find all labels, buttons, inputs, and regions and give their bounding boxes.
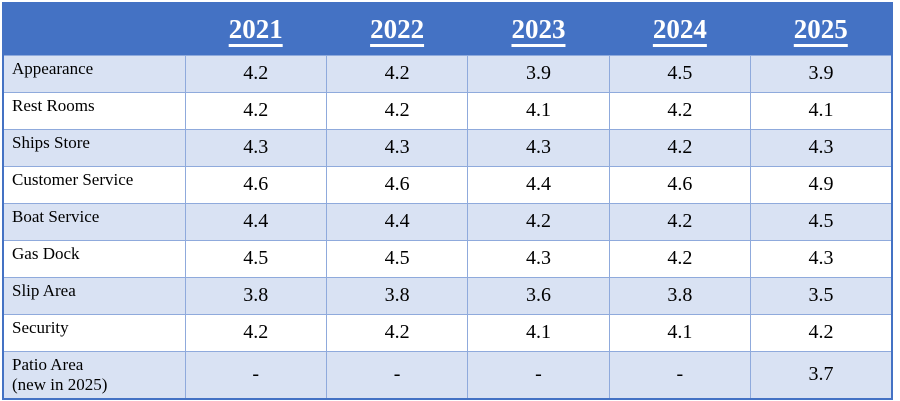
value-cell: 3.8 <box>184 276 327 315</box>
value-cell: 4.2 <box>750 313 893 352</box>
value-cell: 4.2 <box>608 128 752 167</box>
table-row-ships-store: Ships Store 4.3 4.3 4.3 4.2 4.3 <box>2 128 893 167</box>
header-year-2022: 2022 <box>326 3 468 56</box>
value-cell: 3.9 <box>750 54 893 93</box>
year-label: 2022 <box>370 13 425 44</box>
value-cell: 4.4 <box>325 202 469 241</box>
year-label: 2024 <box>652 13 707 44</box>
value-cell: 4.1 <box>467 91 610 130</box>
value-cell: - <box>467 350 610 400</box>
value-cell: 3.6 <box>467 276 610 315</box>
value-cell: 4.3 <box>750 128 893 167</box>
table-row-gas-dock: Gas Dock 4.5 4.5 4.3 4.2 4.3 <box>2 239 893 278</box>
value-cell: 4.2 <box>184 54 327 93</box>
year-label: 2021 <box>228 13 283 44</box>
table-row-rest-rooms: Rest Rooms 4.2 4.2 4.1 4.2 4.1 <box>2 91 893 130</box>
row-label: Rest Rooms <box>12 95 95 115</box>
row-label-note: (new in 2025) <box>12 375 108 395</box>
header-year-2025: 2025 <box>750 3 892 56</box>
value-cell: 4.2 <box>184 91 327 130</box>
value-cell: 4.5 <box>750 202 893 241</box>
value-cell: 4.2 <box>608 91 752 130</box>
row-label-cell: Security <box>2 313 186 352</box>
value-cell: 4.6 <box>325 165 469 204</box>
row-label: Ships Store <box>12 132 90 152</box>
value-cell: 3.5 <box>750 276 893 315</box>
row-label: Patio Area <box>12 354 84 374</box>
year-label: 2023 <box>511 13 566 44</box>
value-cell: 4.3 <box>467 239 610 278</box>
table-row-security: Security 4.2 4.2 4.1 4.1 4.2 <box>2 313 893 352</box>
row-label-cell: Boat Service <box>2 202 186 241</box>
value-cell: - <box>184 350 327 400</box>
value-cell: 3.8 <box>325 276 469 315</box>
value-cell: 3.8 <box>608 276 752 315</box>
value-cell: 4.2 <box>608 239 752 278</box>
header-year-2024: 2024 <box>609 3 751 56</box>
value-cell: 4.4 <box>467 165 610 204</box>
value-cell: 4.3 <box>750 239 893 278</box>
row-label-cell: Appearance <box>2 54 186 93</box>
value-cell: 4.1 <box>467 313 610 352</box>
value-cell: 4.1 <box>750 91 893 130</box>
table-row-boat-service: Boat Service 4.4 4.4 4.2 4.2 4.5 <box>2 202 893 241</box>
year-label: 2025 <box>793 13 848 44</box>
value-cell: 4.3 <box>184 128 327 167</box>
value-cell: 4.5 <box>608 54 752 93</box>
row-label-cell: Slip Area <box>2 276 186 315</box>
value-cell: 4.6 <box>184 165 327 204</box>
value-cell: 3.7 <box>750 350 893 400</box>
value-cell: 4.2 <box>608 202 752 241</box>
value-cell: 4.2 <box>184 313 327 352</box>
value-cell: 4.6 <box>608 165 752 204</box>
table-row-appearance: Appearance 4.2 4.2 3.9 4.5 3.9 <box>2 54 893 93</box>
table-row-patio-area: Patio Area (new in 2025) - - - - 3.7 <box>2 350 893 400</box>
value-cell: 4.3 <box>467 128 610 167</box>
header-year-2021: 2021 <box>185 3 327 56</box>
row-label: Slip Area <box>12 280 76 300</box>
row-label: Gas Dock <box>12 243 80 263</box>
row-label: Customer Service <box>12 169 134 189</box>
value-cell: 4.3 <box>325 128 469 167</box>
row-label-cell: Rest Rooms <box>2 91 186 130</box>
value-cell: 4.1 <box>608 313 752 352</box>
row-label-cell: Gas Dock <box>2 239 186 278</box>
value-cell: 4.2 <box>325 91 469 130</box>
value-cell: 4.4 <box>184 202 327 241</box>
value-cell: 4.2 <box>325 54 469 93</box>
value-cell: 4.2 <box>467 202 610 241</box>
value-cell: - <box>325 350 469 400</box>
table-row-slip-area: Slip Area 3.8 3.8 3.6 3.8 3.5 <box>2 276 893 315</box>
header-row: 2021 2022 2023 2024 2025 <box>3 3 892 56</box>
row-label: Security <box>12 317 69 337</box>
row-label: Appearance <box>12 58 94 78</box>
row-label-cell: Ships Store <box>2 128 186 167</box>
value-cell: 4.9 <box>750 165 893 204</box>
value-cell: 4.2 <box>325 313 469 352</box>
value-cell: - <box>608 350 752 400</box>
value-cell: 4.5 <box>325 239 469 278</box>
value-cell: 4.5 <box>184 239 327 278</box>
row-label-cell: Patio Area (new in 2025) <box>2 350 186 400</box>
row-label: Boat Service <box>12 206 100 226</box>
header-year-2023: 2023 <box>467 3 610 56</box>
header-empty-cell <box>3 3 185 56</box>
value-cell: 3.9 <box>467 54 610 93</box>
table-row-customer-service: Customer Service 4.6 4.6 4.4 4.6 4.9 <box>2 165 893 204</box>
row-label-cell: Customer Service <box>2 165 186 204</box>
